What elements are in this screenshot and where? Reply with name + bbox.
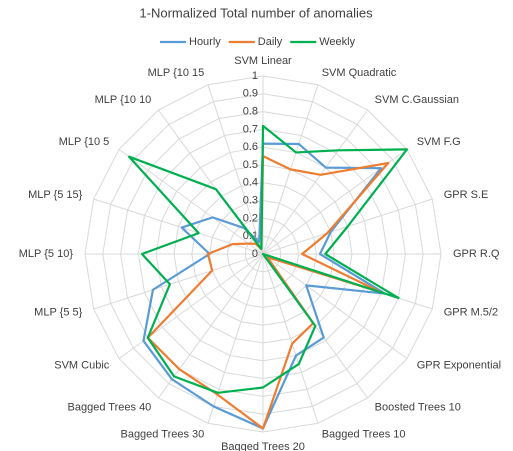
- grid-ring: [209, 200, 317, 308]
- series-line: [146, 155, 390, 430]
- r-tick-label: 0.9: [243, 88, 258, 100]
- category-label: MLP {10 10: [95, 94, 152, 106]
- category-label: Bagged Trees 40: [68, 402, 152, 414]
- r-tick-label: 1: [252, 70, 258, 82]
- category-label: MLP {10 5: [59, 136, 110, 148]
- grid-ring: [84, 75, 442, 433]
- grid-ring: [244, 235, 282, 273]
- category-label: MLP {5 15}: [28, 189, 83, 201]
- r-tick-label: 0.5: [243, 159, 258, 171]
- category-label: Bagged Trees 30: [120, 429, 204, 441]
- legend-label: Hourly: [189, 36, 221, 48]
- category-label: GPR S.E: [444, 189, 489, 201]
- r-tick-label: 0: [252, 248, 258, 260]
- grid-ring: [226, 217, 300, 291]
- r-tick-label: 0.7: [243, 123, 258, 135]
- r-tick-label: 0.6: [243, 141, 258, 153]
- grid-ring: [191, 182, 335, 326]
- grid-ring: [173, 164, 353, 344]
- category-label: GPR R.Q: [453, 248, 500, 260]
- r-tick-label: 0.3: [243, 195, 258, 207]
- category-label: MLP {5 10}: [19, 248, 74, 260]
- category-label: GPR Exponential: [417, 360, 501, 372]
- r-tick-label: 0.8: [243, 106, 258, 118]
- series-line: [127, 124, 409, 394]
- category-label: Bagged Trees 20: [221, 441, 305, 451]
- category-label: Bagged Trees 10: [322, 429, 406, 441]
- category-label: MLP {5 5}: [34, 307, 82, 319]
- grid-ring: [137, 128, 389, 380]
- legend-label: Daily: [258, 36, 283, 48]
- grid-ring: [102, 93, 424, 415]
- legend-label: Weekly: [319, 36, 355, 48]
- grid-ring: [120, 111, 406, 397]
- r-tick-label: 0.4: [243, 177, 258, 189]
- category-label: Boosted Trees 10: [375, 402, 461, 414]
- chart-title: 1-Normalized Total number of anomalies: [139, 5, 373, 20]
- r-tick-label: 0.2: [243, 212, 258, 224]
- category-label: MLP {10 15: [148, 67, 205, 79]
- category-label: SVM C.Gaussian: [375, 94, 459, 106]
- category-label: SVM Linear: [234, 55, 292, 67]
- category-label: SVM Quadratic: [322, 67, 397, 79]
- category-label: SVM F.G: [417, 136, 461, 148]
- category-label: GPR M.5/2: [444, 307, 498, 319]
- category-label: SVM Cubic: [54, 360, 110, 372]
